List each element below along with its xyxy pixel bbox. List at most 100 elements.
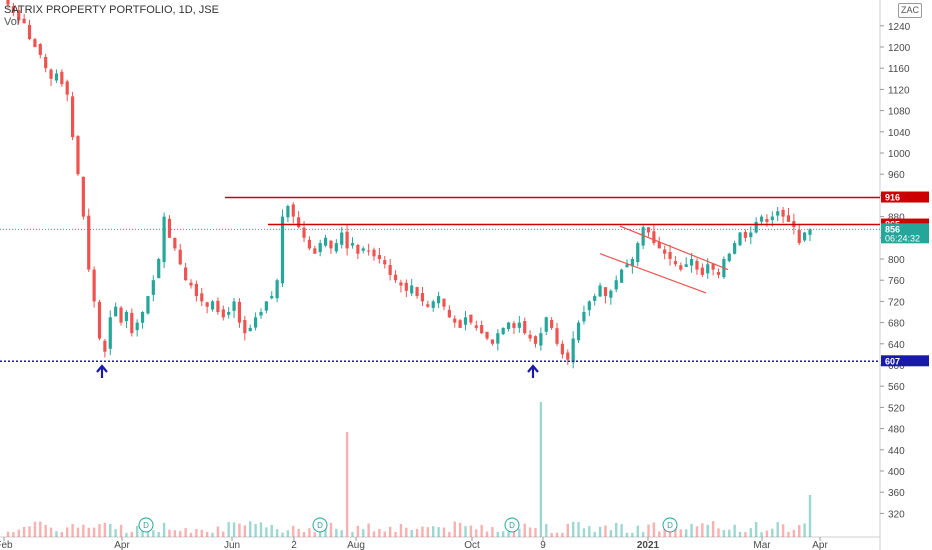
x-tick-label: Apr [812,540,828,550]
volume-bar [119,524,123,537]
volume-bar [448,531,451,537]
channel-top-line [619,225,729,271]
volume-bar [270,524,273,537]
volume-bar [49,527,53,537]
volume-bar [658,531,661,537]
candle-body [404,282,408,291]
candle-body [506,322,511,329]
candle-body [496,333,500,344]
volume-bar [351,531,354,537]
volume-bar [383,531,386,537]
volume-bar [695,526,699,537]
candle-body [636,243,640,263]
volume-bar [771,528,774,537]
candle-body [641,227,645,246]
volume-bar [292,525,295,537]
volume-bar [496,531,500,537]
candle-body [194,283,198,297]
volume-bar [12,532,15,537]
volume-bar [636,525,639,537]
candle-body [22,18,26,24]
volume-bar [44,524,47,537]
volume-bar [674,523,677,537]
volume-bar [313,532,317,537]
price-label-box [881,223,929,244]
chart-title: SATRIX PROPERTY PORTFOLIO, 1D, JSE [4,4,219,16]
candle-body [490,339,495,344]
candle-body [501,327,505,335]
volume-bar [604,525,607,537]
price-label-countdown: 06:24:32 [885,233,920,243]
candle-body [550,320,554,328]
dividend-marker [662,517,678,533]
volume-bar [507,531,510,537]
candle-body [512,323,516,328]
candle-body [560,343,565,355]
x-tick-label: Feb [0,540,13,550]
volume-bar [227,522,230,537]
volume-bar [162,522,166,537]
volume-bar [55,531,58,537]
candle-body [695,260,699,270]
volume-bar [388,526,392,537]
candle-body [399,282,403,286]
volume-bar [787,531,790,537]
volume-bar [733,524,736,537]
currency-badge[interactable]: ZAC [898,3,922,18]
volume-bar [179,531,182,537]
candle-body [291,204,295,217]
candle-body [70,96,75,138]
candle-body [431,301,435,308]
candle-body [162,216,166,263]
volume-bar [555,532,559,537]
candle-body [689,259,694,266]
volume-bar [776,522,779,537]
volume-bar [39,521,42,537]
candle-body [733,243,737,254]
candle-body [130,312,134,334]
candle-body [528,334,532,339]
candle-body [808,229,812,235]
candle-body [103,340,107,352]
volume-bar [297,528,300,537]
volume-bar [6,531,10,537]
y-tick-label: 1120 [888,85,910,96]
volume-bar [641,531,645,537]
volume-bar [168,529,171,537]
volume-bar [523,523,526,537]
candle-body [44,56,48,69]
volume-bar [528,527,532,537]
volume-bar [71,523,74,537]
volume-bar [329,522,333,537]
candle-body [135,322,139,331]
candle-body [248,327,252,332]
volume-bar [394,531,397,537]
volume-bar [679,529,683,537]
channel-bottom-line [599,253,707,294]
candle-body [420,293,425,302]
dividend-marker-label: D [143,521,149,530]
candle-body [663,249,667,254]
candle-body [216,300,220,312]
volume-bar [620,524,623,537]
volume-bar [152,530,155,537]
candle-body [200,293,204,302]
volume-bar [706,524,709,537]
volume-bar [205,532,209,537]
candle-body [593,296,597,301]
candle-body [609,290,613,298]
volume-bar [808,495,812,537]
x-tick-label: 2021 [637,540,660,550]
candle-body [587,301,591,311]
candle-body [60,71,64,85]
price-label-856: 856 [885,224,900,234]
candle-body [533,336,538,344]
volume-bar [717,528,720,537]
volume-bar [103,522,107,537]
volume-bar [668,530,672,537]
volume-bar [367,523,370,537]
candle-body [189,282,193,286]
candle-body [776,211,780,216]
candle-body [539,333,543,346]
price-label-box [881,355,929,367]
